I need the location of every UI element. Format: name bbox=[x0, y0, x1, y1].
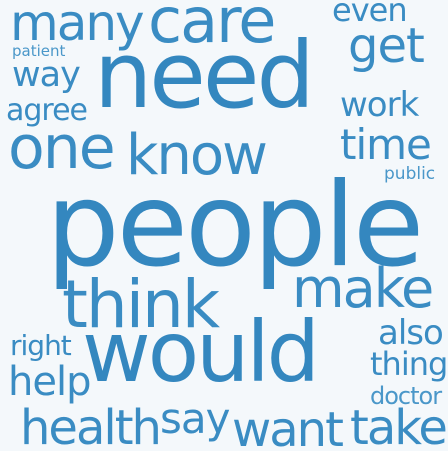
word-need: need bbox=[94, 22, 315, 129]
word-thing: thing bbox=[370, 345, 448, 383]
word-make: make bbox=[292, 257, 434, 320]
word-take: take bbox=[350, 400, 448, 451]
word-help: help bbox=[8, 359, 91, 405]
word-way: way bbox=[12, 55, 81, 95]
word-think: think bbox=[62, 266, 220, 343]
word-health: health bbox=[20, 400, 162, 451]
word-want: want bbox=[232, 402, 344, 451]
word-care: care bbox=[148, 0, 276, 57]
word-would: would bbox=[82, 303, 320, 401]
word-patient: patient bbox=[12, 42, 66, 60]
word-agree: agree bbox=[6, 93, 88, 128]
word-also: also bbox=[378, 313, 444, 353]
word-say: say bbox=[160, 394, 230, 443]
word-know: know bbox=[126, 123, 268, 188]
word-time: time bbox=[340, 120, 432, 169]
word-doctor: doctor bbox=[370, 382, 442, 410]
word-right: right bbox=[10, 329, 72, 362]
word-work: work bbox=[340, 85, 419, 125]
word-public: public bbox=[384, 164, 436, 184]
word-one: one bbox=[8, 113, 116, 183]
word-get: get bbox=[348, 18, 425, 74]
word-people: people bbox=[46, 158, 424, 293]
word-many: many bbox=[10, 0, 145, 52]
word-even: even bbox=[332, 0, 408, 29]
